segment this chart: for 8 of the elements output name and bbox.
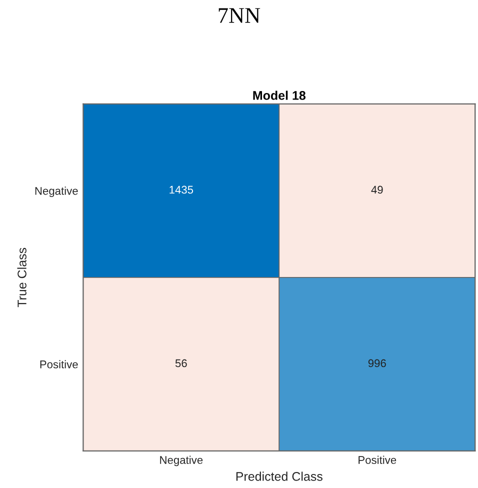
chart-title: 7NN xyxy=(218,8,260,23)
data-label: 1435 xyxy=(170,186,194,194)
y-axis-title: True Class xyxy=(17,248,26,308)
chart-subtitle: Model 18 xyxy=(253,90,306,100)
data-label: 49 xyxy=(371,186,383,194)
x-axis-title: Predicted Class xyxy=(236,472,322,481)
data-label: 996 xyxy=(368,359,386,368)
data-label: 56 xyxy=(175,359,187,368)
